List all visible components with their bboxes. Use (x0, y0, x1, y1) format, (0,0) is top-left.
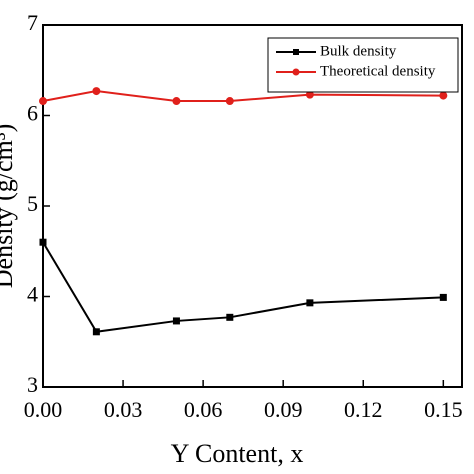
data-point (172, 97, 181, 106)
x-axis-label: Y Content, x (171, 439, 304, 468)
legend-label: Bulk density (320, 43, 397, 59)
legend-box (267, 37, 459, 93)
data-point (39, 238, 47, 246)
x-tick-label: 0.06 (184, 397, 223, 422)
legend-label: Theoretical density (320, 63, 436, 79)
data-point (439, 293, 447, 301)
series-line (42, 90, 444, 103)
x-tick-label: 0.15 (424, 397, 463, 422)
data-point (439, 91, 448, 100)
series-line (42, 241, 444, 333)
data-point (172, 317, 180, 325)
data-point (306, 299, 314, 307)
y-tick-label: 3 (27, 372, 38, 397)
y-tick-label: 6 (27, 101, 38, 126)
y-tick-label: 4 (27, 282, 38, 307)
legend-marker (292, 68, 300, 76)
data-point (92, 87, 101, 96)
x-tick-label: 0.09 (264, 397, 303, 422)
data-point (305, 90, 314, 99)
x-tick-label: 0.03 (104, 397, 143, 422)
data-point (225, 97, 234, 106)
data-point (39, 97, 47, 106)
plot-frame (42, 24, 463, 388)
x-tick-label: 0.00 (24, 397, 63, 422)
legend-marker (293, 49, 299, 55)
data-point (92, 328, 100, 336)
x-tick-label: 0.12 (344, 397, 383, 422)
y-tick-label: 7 (27, 10, 38, 35)
y-tick-label: 5 (27, 191, 38, 216)
data-point (226, 313, 234, 321)
y-axis-label: Density (g/cm³) (0, 124, 18, 288)
